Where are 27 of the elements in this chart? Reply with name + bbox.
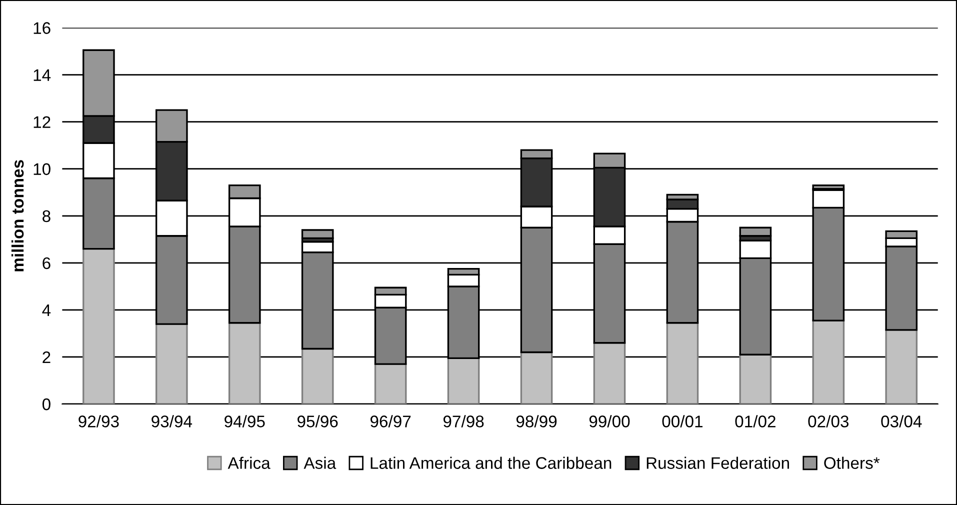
y-tick-label: 10 — [34, 163, 50, 176]
x-tick-label: 00/01 — [662, 415, 703, 428]
x-tick-label: 97/98 — [443, 415, 484, 428]
x-tick-label: 95/96 — [298, 415, 338, 428]
x-tick-label: 99/00 — [589, 415, 630, 428]
x-tick-label: 96/97 — [370, 415, 411, 428]
y-tick-label: 14 — [34, 69, 51, 81]
y-tick-label: 16 — [34, 22, 50, 34]
legend-label: Russian Federation — [646, 456, 789, 469]
x-tick-label: 02/03 — [808, 415, 849, 428]
legend-label: Latin America and the Caribbean — [370, 456, 612, 469]
y-axis-title: million tonnes — [11, 160, 24, 272]
x-tick-label: 01/02 — [735, 415, 776, 428]
y-tick-label: 6 — [42, 257, 50, 270]
legend-label: Others* — [824, 456, 880, 469]
y-tick-label: 12 — [34, 116, 50, 128]
legend-label: Africa — [228, 456, 270, 469]
y-tick-label: 4 — [42, 304, 51, 316]
x-tick-label: 94/95 — [224, 415, 265, 428]
y-tick-label: 0 — [42, 398, 50, 410]
y-tick-label: 2 — [42, 351, 50, 364]
legend-label: Asia — [304, 456, 336, 469]
x-tick-label: 92/93 — [78, 415, 119, 428]
y-tick-label: 8 — [42, 210, 50, 222]
x-tick-label: 98/99 — [516, 415, 557, 428]
x-tick-label: 03/04 — [881, 415, 922, 428]
x-tick-label: 93/94 — [152, 415, 192, 428]
